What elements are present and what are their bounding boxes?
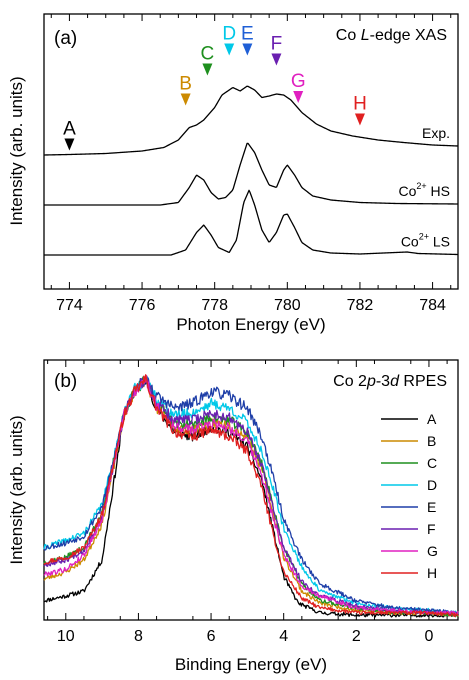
xas-y-axis-label: Intensity (arb. units) [7, 76, 26, 225]
rpes-x-tick-label: 6 [207, 628, 216, 645]
xas-curve-label: Co2+ HS [398, 181, 450, 199]
xas-marker-arrow [180, 93, 191, 106]
rpes-legend-label: E [427, 499, 436, 515]
xas-x-tick-label: 782 [347, 297, 374, 314]
xas-marker-arrow [354, 113, 365, 126]
rpes-x-tick-label: 4 [279, 628, 288, 645]
xas-curve-label: Exp. [422, 125, 450, 141]
xas-plot-frame [43, 13, 459, 290]
rpes-legend-label: D [427, 477, 437, 493]
rpes-panel-label: (b) [54, 371, 77, 392]
rpes-x-axis: 10 8 6 4 2 0 [47, 360, 448, 645]
xas-spectrum-1 [43, 85, 459, 156]
rpes-spectrum-e [43, 376, 459, 616]
xas-energy-markers: A BCD E FG H [63, 24, 367, 151]
xas-marker-arrow [64, 138, 75, 151]
rpes-spectra [43, 374, 459, 618]
xas-marker-label: G [291, 71, 306, 92]
rpes-legend-label: C [427, 455, 437, 471]
xas-marker-label: E [241, 24, 254, 45]
xas-curve-labels: Exp. Co2+ HS Co2+ LS [398, 125, 450, 250]
rpes-x-tick-label: 8 [134, 628, 143, 645]
rpes-legend-label: A [427, 411, 437, 427]
xas-x-axis: 774 776 778 780 782 784 [50, 14, 452, 314]
xas-marker-arrow [242, 43, 253, 56]
xas-marker-label: C [201, 44, 215, 65]
xas-spectrum-3 [44, 189, 459, 256]
rpes-legend-label: B [427, 433, 436, 449]
xas-x-tick-label: 776 [129, 297, 156, 314]
rpes-y-axis-label: Intensity (arb. units) [7, 415, 26, 564]
xas-marker-label: A [63, 119, 76, 140]
xas-curve-label: Co2+ LS [401, 232, 450, 250]
rpes-spectrum-h [43, 374, 459, 618]
rpes-x-tick-label: 2 [352, 628, 361, 645]
xas-marker-arrow [224, 43, 235, 56]
xas-x-tick-label: 774 [56, 297, 83, 314]
rpes-x-tick-label: 10 [57, 628, 75, 645]
xas-marker-label: D [222, 24, 236, 45]
xas-spectra [43, 85, 459, 256]
xas-marker-arrow [271, 53, 282, 66]
rpes-x-tick-label: 0 [424, 628, 433, 645]
rpes-plot-frame [43, 359, 459, 621]
rpes-legend-label: G [427, 543, 438, 559]
xas-marker-label: F [271, 34, 283, 55]
rpes-legend-label: H [427, 565, 437, 581]
rpes-title: Co 2p-3d RPES [333, 373, 447, 390]
xas-marker-arrow [202, 63, 213, 76]
xas-x-tick-label: 778 [201, 297, 228, 314]
xas-marker-label: H [353, 94, 367, 115]
rpes-x-axis-label: Binding Energy (eV) [175, 655, 327, 674]
xas-panel-label: (a) [54, 28, 77, 49]
xas-x-tick-label: 784 [419, 297, 446, 314]
xas-x-axis-label: Photon Energy (eV) [176, 315, 325, 334]
xas-spectrum-2 [44, 142, 459, 206]
xas-marker-label: B [179, 74, 192, 95]
rpes-legend-label: F [427, 521, 436, 537]
xas-title: Co L-edge XAS [336, 27, 447, 44]
panel-a-xas: (a) Co L-edge XAS 774 776 778 780 782 784 Exp… [7, 13, 459, 334]
xas-marker-arrow [293, 91, 304, 103]
xas-x-tick-label: 780 [274, 297, 301, 314]
